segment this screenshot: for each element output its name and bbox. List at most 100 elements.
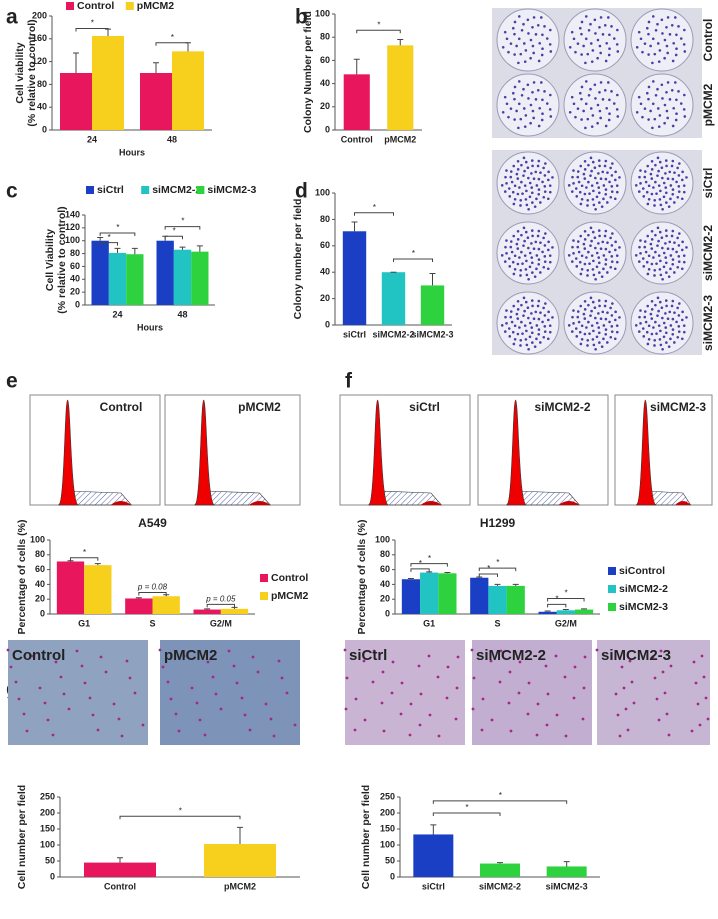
cell — [25, 729, 29, 733]
cell — [75, 649, 79, 653]
significance-label: * — [181, 217, 185, 226]
colony — [580, 268, 584, 271]
colony — [597, 312, 600, 315]
colony — [682, 324, 686, 327]
colony — [500, 324, 504, 327]
y-axis-label: Percentage of cells (%) — [16, 520, 28, 635]
colony — [643, 42, 647, 45]
colony — [657, 324, 661, 327]
colony — [671, 333, 675, 336]
error-bar — [135, 597, 142, 599]
colony — [601, 310, 605, 314]
colony — [519, 338, 523, 342]
colony — [524, 300, 528, 304]
colony — [662, 335, 666, 339]
colony — [593, 236, 597, 240]
colony — [671, 188, 675, 191]
colony — [572, 309, 575, 312]
cell — [272, 734, 276, 738]
colony — [594, 97, 597, 100]
colony — [532, 317, 536, 321]
y-tick-label: 100 — [40, 839, 55, 849]
colony — [530, 172, 533, 175]
colony — [567, 184, 571, 187]
colony — [658, 230, 662, 234]
colony — [547, 310, 550, 314]
colony — [680, 267, 684, 271]
y-tick-label: 100 — [380, 839, 395, 849]
cell — [125, 659, 129, 663]
colony — [537, 299, 541, 303]
colony — [589, 296, 593, 300]
panel-letter: a — [6, 6, 18, 29]
bar — [125, 598, 153, 614]
colony — [544, 162, 547, 165]
colony — [513, 324, 517, 328]
bar — [172, 51, 204, 131]
colony — [546, 248, 550, 252]
colony — [576, 315, 580, 319]
colony — [541, 33, 544, 37]
colony — [663, 103, 667, 107]
micrograph — [472, 640, 592, 745]
colony — [597, 159, 601, 162]
colony — [675, 33, 678, 37]
colony — [515, 109, 518, 113]
colony — [527, 32, 530, 35]
colony — [527, 97, 530, 100]
colony — [598, 90, 601, 94]
colony — [668, 98, 672, 101]
y-tick-label: 40 — [320, 78, 330, 88]
colony — [523, 169, 526, 173]
colony — [614, 310, 617, 314]
colony — [530, 326, 534, 329]
colony — [612, 37, 616, 40]
x-tick-label: siCtrl — [422, 881, 445, 891]
colony — [642, 265, 646, 268]
colony — [524, 338, 528, 341]
colony — [653, 338, 657, 342]
colony — [664, 331, 668, 335]
colony — [516, 192, 520, 196]
error-bar — [563, 861, 570, 867]
colony — [615, 108, 619, 111]
colony — [658, 268, 662, 271]
legend-swatch — [125, 2, 134, 10]
colony — [521, 192, 524, 195]
colony — [545, 37, 549, 40]
colony — [677, 90, 680, 93]
colony — [661, 246, 664, 250]
colony — [610, 174, 614, 177]
colony — [649, 109, 652, 113]
colony — [675, 47, 678, 51]
colony — [584, 37, 588, 41]
colony — [616, 93, 619, 97]
colony — [635, 110, 639, 114]
colony — [547, 240, 550, 244]
cell — [353, 728, 357, 732]
y-tick-label: 50 — [385, 855, 395, 865]
cell — [38, 686, 42, 690]
colony — [546, 318, 550, 322]
colony — [522, 244, 525, 247]
colony — [670, 164, 674, 168]
cell — [573, 665, 577, 669]
significance-label: p = 0.05 — [205, 594, 236, 603]
colony — [660, 166, 664, 170]
cell — [622, 686, 626, 690]
colony — [531, 44, 535, 48]
colony — [572, 37, 576, 41]
x-axis-label: Hours — [137, 322, 163, 332]
colony — [604, 263, 608, 266]
colony — [606, 271, 609, 274]
colony — [656, 226, 660, 230]
colony — [673, 311, 676, 314]
colony — [528, 251, 532, 255]
colony — [527, 246, 530, 250]
colony — [512, 164, 516, 168]
y-tick-label: 20 — [380, 594, 390, 604]
colony — [530, 299, 534, 302]
colony — [598, 109, 602, 113]
colony — [501, 45, 505, 49]
bar — [173, 249, 192, 305]
